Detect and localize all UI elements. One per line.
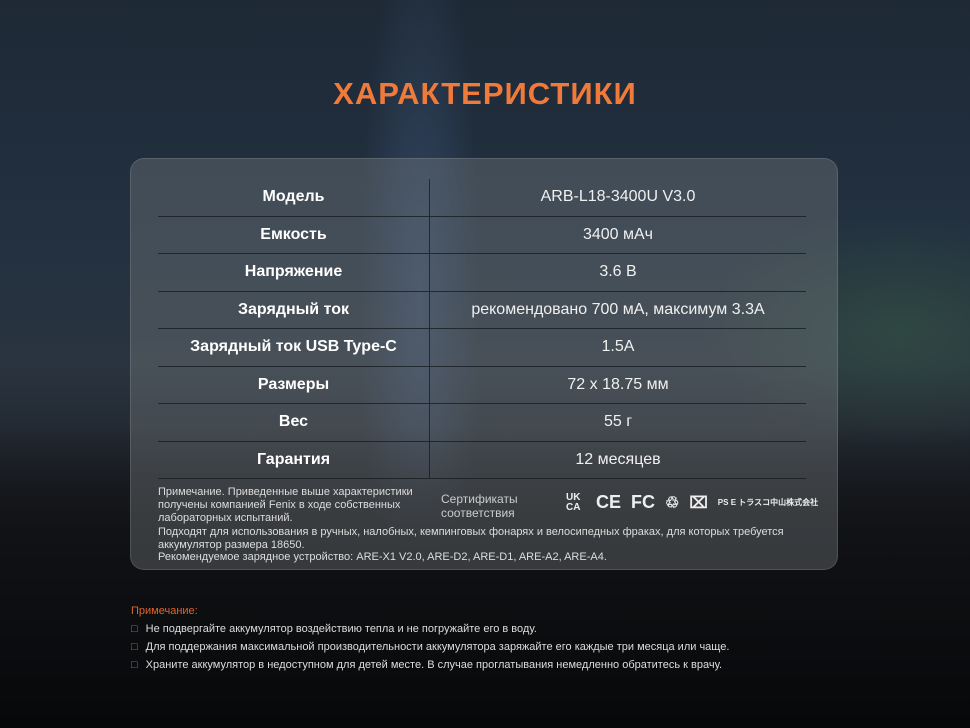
table-row: Размеры 72 x 18.75 мм [158, 366, 806, 404]
ce-icon: CE [596, 492, 622, 512]
spec-value: 55 г [603, 413, 633, 431]
bottom-notes: Примечание: □ Не подвергайте аккумулятор … [131, 602, 729, 674]
spec-label: Емкость [158, 216, 430, 253]
usage-line: Подходят для использования в ручных, нал… [158, 526, 784, 551]
spec-label: Гарантия [158, 441, 430, 478]
notes-title: Примечание: [131, 605, 198, 617]
spec-value: 72 x 18.75 мм [567, 375, 669, 393]
lab-note: Примечание. Приведенные выше характерист… [158, 486, 413, 524]
table-row: Емкость 3400 мАч [158, 216, 806, 254]
spec-value: ARB-L18-3400U V3.0 [540, 188, 696, 206]
spec-value: 12 месяцев [575, 450, 661, 468]
table-row: Зарядный ток USB Type-C 1.5A [158, 329, 806, 367]
ukca-icon: UK CA [566, 491, 581, 513]
spec-label: Напряжение [158, 254, 430, 291]
usage-text: Подходят для использования в ручных, нал… [158, 526, 818, 564]
note-item: □ Не подвергайте аккумулятор воздействию … [131, 620, 729, 638]
note-text: Храните аккумулятор в недоступном для де… [145, 659, 723, 671]
spec-label: Размеры [158, 366, 430, 403]
bullet-icon: □ [131, 659, 138, 671]
spec-label: Зарядный ток USB Type-C [158, 329, 430, 366]
table-row: Гарантия 12 месяцев [158, 441, 806, 479]
spec-label: Вес [158, 404, 430, 441]
table-row: Зарядный ток рекомендовано 700 мА, максим… [158, 291, 806, 329]
spec-label: Зарядный ток [158, 291, 430, 328]
spec-value: 3400 мАч [582, 225, 654, 243]
bullet-icon: □ [131, 641, 138, 653]
table-row: Вес 55 г [158, 404, 806, 442]
note-item: □ Храните аккумулятор в недоступном для д… [131, 656, 729, 674]
charger-line: Рекомендуемое зарядное устройство: ARE-X… [158, 551, 607, 563]
spec-label: Модель [158, 179, 430, 216]
cert-icons: UK CA CE FC ♲ ⌧ PS E トラスコ中山株式会社 [566, 492, 818, 513]
table-row: Модель ARB-L18-3400U V3.0 [158, 179, 806, 217]
note-text: Для поддержания максимальной производите… [145, 641, 730, 653]
bullet-icon: □ [131, 623, 138, 635]
page-title: ХАРАКТЕРИСТИКИ [333, 76, 637, 111]
recycle-icon: ♲ [665, 494, 680, 512]
note-item: □ Для поддержания максимальной производит… [131, 638, 729, 656]
certificates-label: Сертификаты соответствия [441, 492, 518, 520]
spec-value: 3.6 В [599, 263, 637, 281]
spec-value: 1.5A [601, 338, 635, 356]
background [0, 428, 970, 728]
fcc-icon: FC [631, 492, 656, 512]
specs-table: Модель ARB-L18-3400U V3.0 Емкость 3400 мАч… [158, 179, 806, 479]
table-row: Напряжение 3.6 В [158, 254, 806, 292]
pse-icon: PS E トラスコ中山株式会社 [717, 498, 819, 507]
weee-bin-icon: ⌧ [689, 494, 708, 512]
specs-panel: Модель ARB-L18-3400U V3.0 Емкость 3400 мАч… [130, 158, 838, 570]
spec-value: рекомендовано 700 мА, максимум 3.3А [471, 300, 765, 318]
note-text: Не подвергайте аккумулятор воздействию т… [145, 623, 537, 635]
